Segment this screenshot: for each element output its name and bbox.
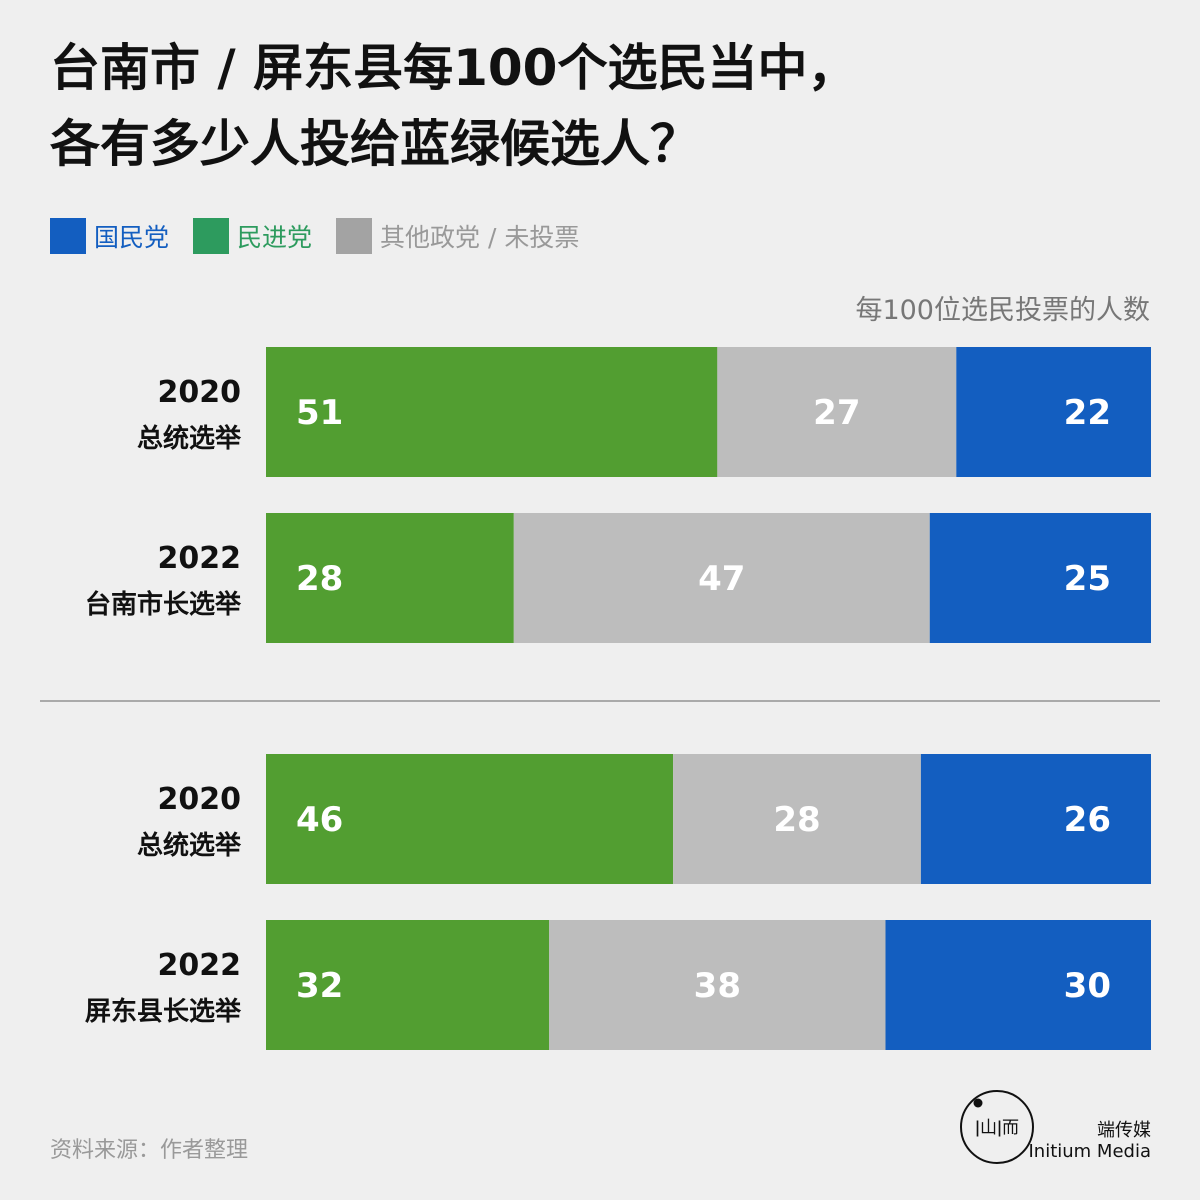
title-line-1: 台南市 / 屏东县每100个选民当中， (50, 39, 858, 97)
data-label-kmt: 26 (1064, 800, 1111, 840)
bar-other (673, 754, 921, 884)
bar-dpp (266, 347, 718, 477)
data-label-kmt: 22 (1064, 393, 1111, 433)
legend: 国民党 民进党 其他政党 / 未投票 (50, 218, 603, 254)
bar-kmt (885, 920, 1151, 1050)
bar-dpp (266, 754, 674, 884)
bar-kmt (929, 513, 1151, 643)
category-label-year: 2020 (158, 375, 242, 410)
legend-label-dpp: 民进党 (237, 223, 313, 252)
category-label-election: 屏东县长选举 (85, 996, 242, 1027)
brand-name-en: Initium Media (1028, 1141, 1151, 1162)
category-label-election: 总统选举 (137, 423, 242, 454)
data-label-other: 38 (694, 966, 741, 1006)
brand-name-zh: 端传媒 (1097, 1120, 1151, 1141)
logo-glyphs: ǀ山ǀ而 (975, 1118, 1019, 1138)
legend-swatch-kmt (50, 218, 86, 254)
data-label-other: 28 (773, 800, 820, 840)
bar-other (717, 347, 957, 477)
bar-other (549, 920, 886, 1050)
legend-label-other: 其他政党 / 未投票 (380, 223, 580, 252)
data-label-kmt: 25 (1064, 559, 1111, 599)
bar-dpp (266, 513, 514, 643)
legend-swatch-other (336, 218, 373, 254)
category-label-year: 2020 (158, 782, 242, 817)
legend-swatch-dpp (193, 218, 230, 254)
data-label-dpp: 51 (296, 393, 343, 433)
bar-other (513, 513, 930, 643)
data-label-kmt: 30 (1064, 966, 1111, 1006)
title-line-2: 各有多少人投给蓝绿候选人？ (50, 115, 700, 173)
category-label-year: 2022 (158, 541, 242, 576)
chart-title: 台南市 / 屏东县每100个选民当中， 各有多少人投给蓝绿候选人？ (50, 30, 1150, 182)
unit-label: 每100位选民投票的人数 (855, 295, 1150, 326)
legend-item-dpp: 民进党 (193, 218, 312, 254)
initium-logo-icon: ǀ山ǀ而 (960, 1090, 1034, 1164)
data-label-dpp: 28 (296, 559, 343, 599)
category-label-election: 台南市长选举 (85, 589, 242, 620)
source-note: 资料来源：作者整理 (50, 1138, 249, 1163)
bar-kmt (956, 347, 1151, 477)
category-label-year: 2022 (158, 948, 242, 983)
data-label-other: 27 (813, 393, 860, 433)
data-label-dpp: 46 (296, 800, 343, 840)
bar-dpp (266, 920, 550, 1050)
legend-label-kmt: 国民党 (94, 223, 170, 252)
data-label-dpp: 32 (296, 966, 343, 1006)
data-label-other: 47 (698, 559, 745, 599)
legend-item-other: 其他政党 / 未投票 (336, 218, 579, 254)
bar-kmt (920, 754, 1151, 884)
legend-item-kmt: 国民党 (50, 218, 169, 254)
category-label-election: 总统选举 (137, 830, 242, 861)
